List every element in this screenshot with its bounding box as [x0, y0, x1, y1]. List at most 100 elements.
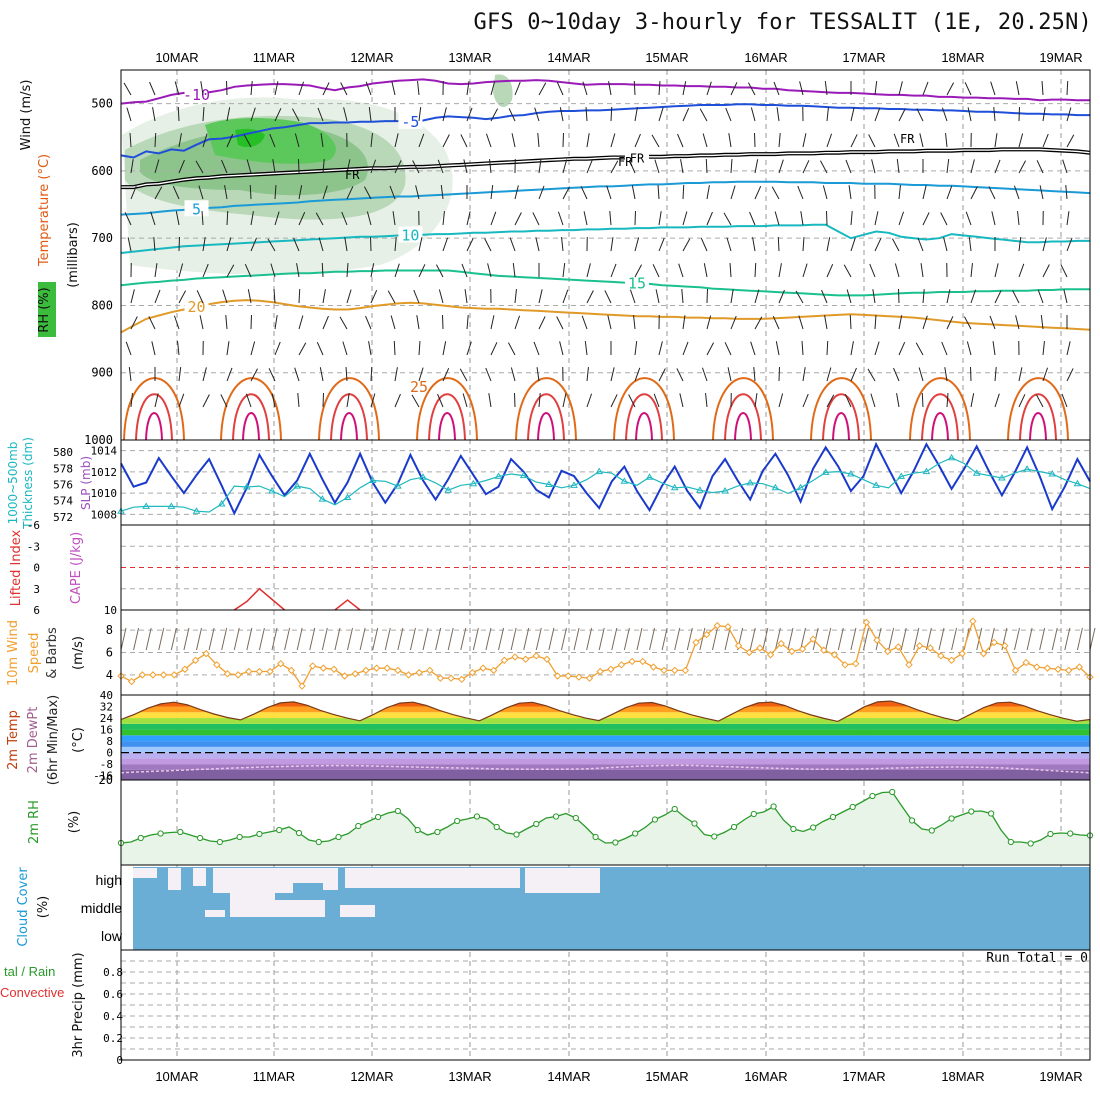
thickness-marker	[847, 470, 855, 477]
wind-barb	[941, 341, 948, 356]
wind-barb	[490, 315, 495, 330]
temp-band	[121, 695, 1090, 701]
contour-30	[232, 393, 270, 441]
date-label-bottom: 10MAR	[155, 1069, 198, 1084]
wind-barb	[175, 211, 180, 226]
rh-area-90	[205, 118, 336, 164]
wind-barb	[869, 263, 876, 278]
wind-barb	[130, 185, 137, 200]
panel-frame	[120, 949, 1091, 1061]
wind10m-barb	[623, 627, 630, 651]
contour-label-bg	[398, 226, 423, 243]
wind-speed-marker	[330, 665, 338, 673]
wind-barb	[992, 341, 996, 356]
wind-barb	[273, 288, 276, 304]
wind-speed-marker	[511, 653, 519, 661]
wind10m-barb	[145, 627, 152, 651]
wind-barb	[365, 81, 372, 96]
rh-marker	[612, 839, 619, 846]
wind-speed-marker	[489, 666, 498, 675]
wind-barb	[726, 237, 732, 252]
rh-marker	[374, 813, 382, 821]
wind10m-barb	[334, 627, 341, 651]
axis-label-thickness1: 1000~500mb	[6, 442, 20, 525]
rh-marker	[829, 813, 837, 821]
wind-speed-marker	[702, 630, 711, 639]
wind-barb	[723, 212, 732, 226]
wind-barb	[298, 81, 305, 96]
wind-speed-marker	[969, 617, 977, 625]
wind-barb	[586, 367, 589, 382]
wind-barb	[922, 185, 927, 200]
wind-barb	[730, 315, 737, 330]
rh-marker	[197, 834, 204, 842]
wind-speed-marker	[617, 661, 626, 669]
wind10m-barb	[510, 627, 517, 651]
wind-barb	[226, 237, 232, 252]
wind-barb	[798, 315, 804, 330]
wind-barb	[466, 211, 471, 226]
wind-barb	[245, 393, 252, 408]
wind-speed-marker	[607, 665, 615, 673]
wind-barb	[970, 393, 975, 408]
wind-barb	[128, 367, 132, 382]
wind-barb	[418, 340, 421, 356]
wind-barb	[993, 107, 996, 122]
wind-speed-marker	[521, 655, 530, 663]
wind-barb	[151, 341, 156, 356]
wind-barb	[706, 342, 715, 356]
wind-barb	[747, 82, 756, 96]
axis-label-2m-dewpt: 2m DewPt	[26, 707, 41, 774]
wind-speed-marker	[1075, 663, 1084, 671]
wind10m-barb	[397, 627, 404, 651]
annotation-label: 25	[410, 378, 428, 396]
contour-label: 15	[628, 274, 646, 292]
wind-barb	[681, 289, 684, 304]
wind10m-barb	[749, 627, 756, 651]
axis-label-cloud-cover: Cloud Cover	[16, 867, 31, 947]
wind-barb	[706, 315, 712, 330]
wind-barb	[536, 367, 540, 382]
wind-barb	[1066, 134, 1075, 148]
wind-speed-marker	[639, 657, 647, 666]
wind-barb	[294, 367, 300, 382]
wind-barb	[922, 212, 930, 226]
rh-marker	[632, 830, 639, 837]
wind-barb	[226, 134, 234, 148]
wind-barb	[633, 315, 636, 330]
rh-marker	[928, 827, 935, 834]
axis-label-cape: CAPE (J/kg)	[69, 532, 84, 604]
wind-barb	[896, 393, 900, 408]
wind-barb	[390, 315, 396, 330]
wind-barb	[1018, 367, 1023, 382]
wind10m-barb	[472, 627, 479, 651]
wind10m-barb	[548, 627, 555, 651]
wind-speed-marker	[436, 674, 445, 682]
date-label-top: 12MAR	[350, 50, 393, 65]
wind-barb	[964, 82, 972, 96]
wind-barb	[532, 212, 540, 226]
wind-barb	[201, 210, 204, 226]
wind-barb	[1065, 185, 1068, 200]
thickness-marker	[494, 472, 503, 479]
wind-barb	[970, 263, 973, 278]
wind-barb	[609, 211, 612, 226]
wind-barb	[682, 238, 691, 252]
temp-band	[121, 729, 1090, 736]
wind-speed-marker	[671, 666, 679, 675]
wind10m-barb	[158, 627, 165, 651]
wind10m-barb	[837, 627, 844, 651]
wind-barb	[918, 367, 924, 382]
wind-speed-marker	[202, 649, 210, 658]
wind-speed-marker	[692, 638, 700, 647]
thickness-tick: 574	[53, 495, 73, 508]
wind-barb	[778, 263, 782, 278]
wind10m-barb	[825, 627, 832, 651]
wind-barb	[363, 186, 372, 200]
wind-barb	[754, 186, 762, 200]
wind-speed-marker	[862, 618, 871, 627]
wind-barb	[127, 237, 132, 252]
wind-barb	[922, 315, 928, 330]
rh-marker	[988, 810, 995, 817]
wind-barb	[370, 133, 373, 148]
